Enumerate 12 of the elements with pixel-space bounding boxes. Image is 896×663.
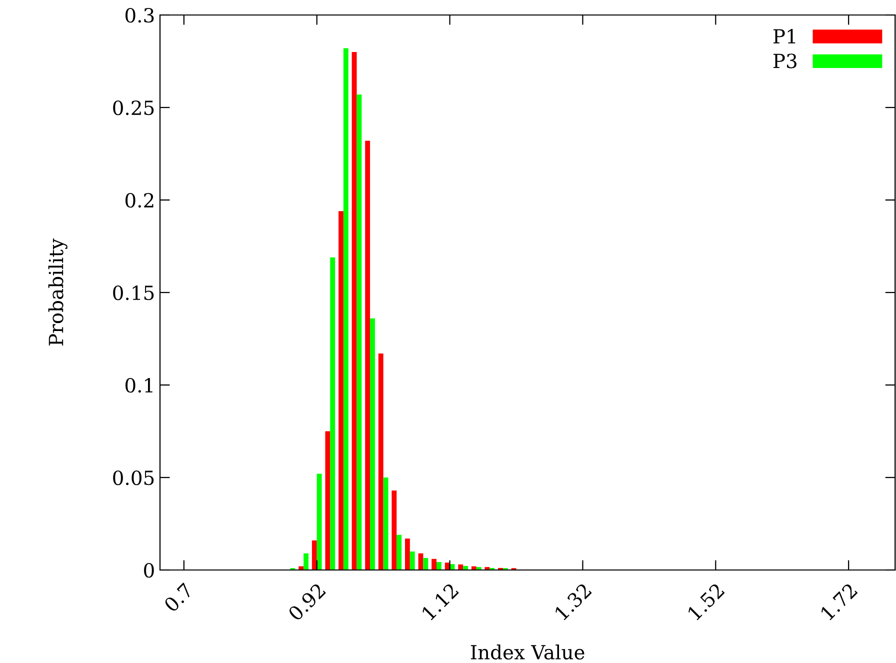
x-axis-title: Index Value	[470, 644, 584, 660]
y-axis-title: Probability	[48, 238, 68, 346]
y-tick-label: 0.15	[113, 285, 154, 300]
y-tick-label: 0.3	[126, 8, 154, 23]
y-tick-label: 0.1	[126, 378, 152, 393]
legend-label: P1	[774, 28, 796, 44]
y-tick-label: 0	[144, 562, 154, 578]
y-tick-label: 0.25	[113, 100, 154, 116]
legend-label: P3	[774, 54, 796, 68]
y-tick-label: 0.2	[126, 192, 154, 208]
y-tick-label: 0.05	[113, 470, 154, 486]
x-tick-label: 0.7	[163, 582, 194, 613]
